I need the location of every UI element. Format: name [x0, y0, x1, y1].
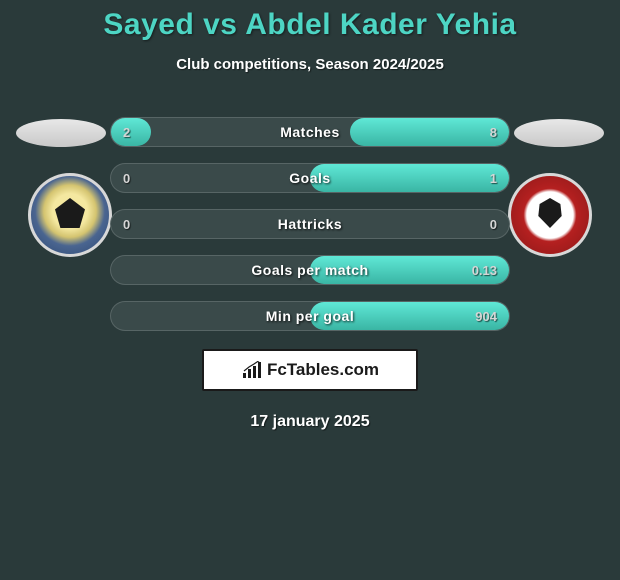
- stat-value-right: 0.13: [472, 263, 497, 278]
- stats-list: 2 Matches 8 0 Goals 1 0 Hattricks 0 Goals per mat…: [110, 117, 510, 347]
- subtitle: Club competitions, Season 2024/2025: [0, 56, 620, 73]
- stat-fill-right: [310, 164, 509, 192]
- stat-label: Matches: [280, 124, 340, 140]
- stat-fill-left: [111, 118, 151, 146]
- stat-label: Goals: [289, 170, 330, 186]
- infographic-container: Sayed vs Abdel Kader Yehia Club competit…: [0, 0, 620, 431]
- stat-label: Goals per match: [251, 262, 368, 278]
- stat-value-right: 1: [490, 171, 497, 186]
- stat-row: 0 Goals 1: [110, 163, 510, 193]
- stat-value-right: 904: [475, 309, 497, 324]
- stat-value-right: 0: [490, 217, 497, 232]
- date-label: 17 january 2025: [0, 413, 620, 431]
- stat-value-left: 0: [123, 171, 130, 186]
- stat-label: Min per goal: [266, 308, 354, 324]
- stat-value-right: 8: [490, 125, 497, 140]
- chart-icon: [241, 361, 263, 379]
- player-right-avatar: [514, 119, 604, 147]
- stat-row: Min per goal 904: [110, 301, 510, 331]
- stat-label: Hattricks: [278, 216, 342, 232]
- club-logo-left: [28, 173, 112, 257]
- stat-value-left: 2: [123, 125, 130, 140]
- stat-value-left: 0: [123, 217, 130, 232]
- club-logo-right: [508, 173, 592, 257]
- player-left-avatar: [16, 119, 106, 147]
- stat-row: 2 Matches 8: [110, 117, 510, 147]
- stat-row: Goals per match 0.13: [110, 255, 510, 285]
- page-title: Sayed vs Abdel Kader Yehia: [0, 8, 620, 42]
- stat-row: 0 Hattricks 0: [110, 209, 510, 239]
- comparison-panel: 2 Matches 8 0 Goals 1 0 Hattricks 0 Goals per mat…: [0, 101, 620, 331]
- stat-fill-right: [350, 118, 509, 146]
- brand-text: FcTables.com: [267, 360, 379, 380]
- brand-badge: FcTables.com: [202, 349, 418, 391]
